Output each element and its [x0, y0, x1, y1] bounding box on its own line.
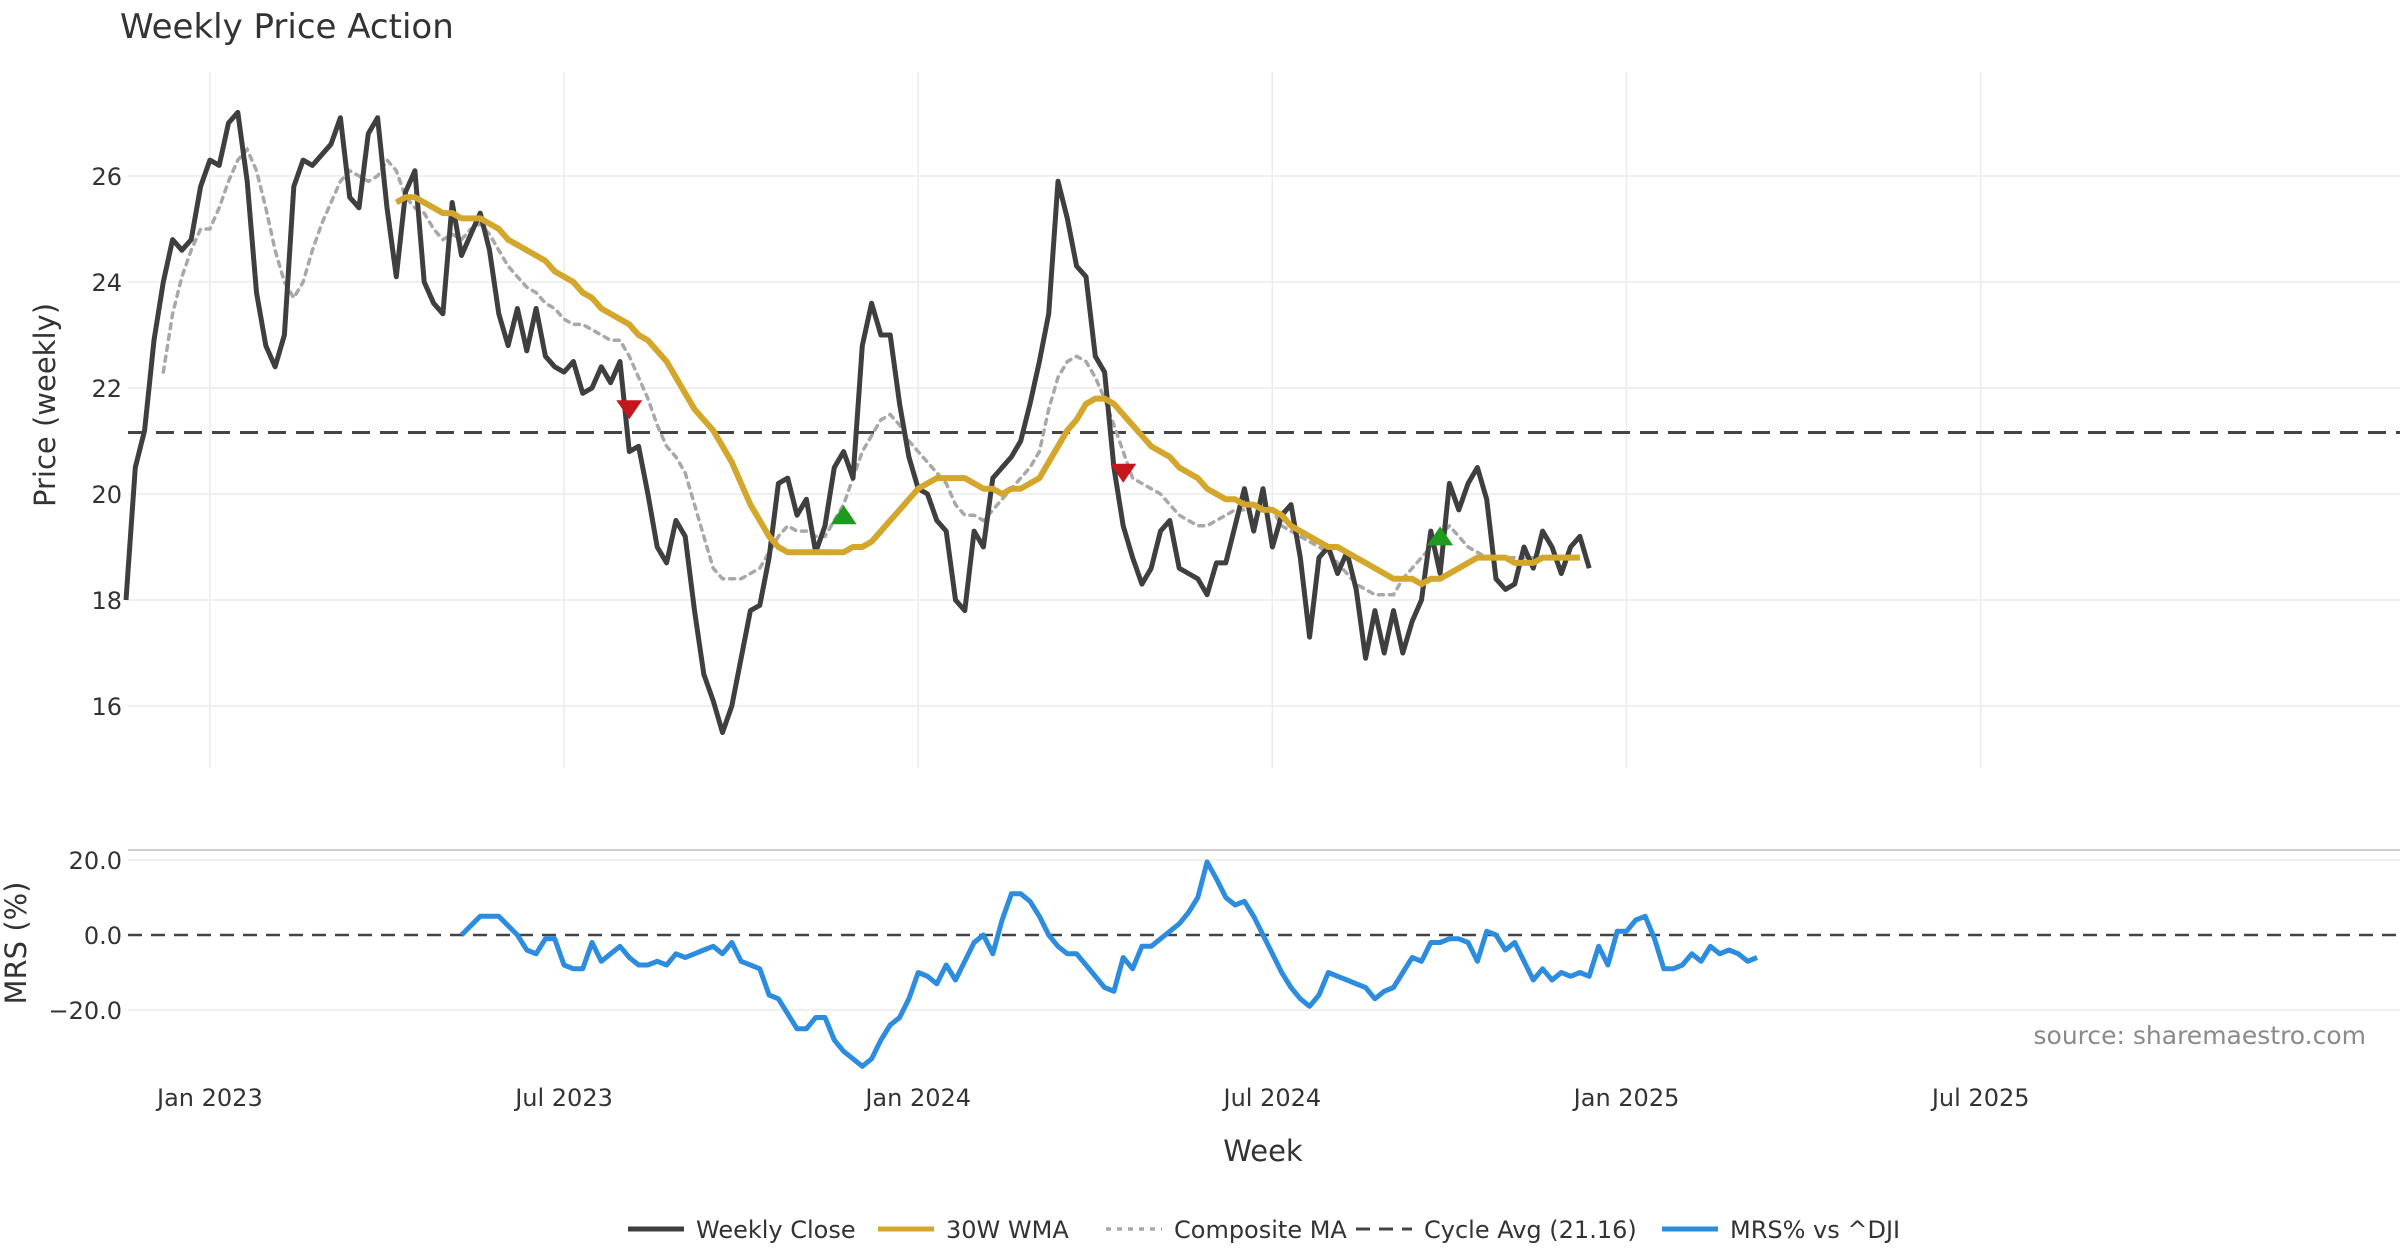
series-layer	[123, 109, 2400, 1069]
legend-label: 30W WMA	[946, 1216, 1069, 1244]
x-tick-label: Jul 2023	[513, 1084, 613, 1112]
wma-30w-line	[394, 194, 1580, 588]
sell-signal-marker	[616, 400, 643, 420]
x-tick-label: Jan 2025	[1572, 1084, 1680, 1112]
source-credit: source: sharemaestro.com	[2034, 1021, 2367, 1050]
price-gridlines	[128, 72, 2400, 768]
signal-markers	[616, 400, 1454, 546]
buy-signal-marker	[1427, 526, 1454, 546]
x-tick-label: Jan 2023	[155, 1084, 263, 1112]
chart-title: Weekly Price Action	[120, 7, 454, 47]
price-y-tick-label: 26	[91, 163, 122, 191]
legend-label: Weekly Close	[696, 1216, 856, 1244]
legend: Weekly Close 30W WMA Composite MA Cycle Avg…	[628, 1216, 1900, 1244]
mrs-y-axis-title: MRS (%)	[0, 882, 33, 1005]
mrs-line	[459, 859, 1758, 1069]
mrs-y-tick-label: 20.0	[69, 847, 122, 875]
mrs-y-tick-label: 0.0	[84, 922, 122, 950]
mrs-y-tick-label: −20.0	[48, 997, 122, 1025]
x-tick-label: Jul 2024	[1222, 1084, 1322, 1112]
price-y-tick-label: 18	[91, 587, 122, 615]
legend-label: Composite MA	[1174, 1216, 1347, 1244]
sell-signal-marker	[1110, 463, 1137, 483]
price-y-tick-label: 22	[91, 375, 122, 403]
weekly-close-line	[123, 109, 1592, 735]
x-axis-title: Week	[1223, 1134, 1303, 1168]
price-y-ticks: 16 18 20 22 24 26	[91, 163, 122, 721]
mrs-gridlines	[128, 859, 2400, 1011]
legend-label: MRS% vs ^DJI	[1730, 1216, 1900, 1244]
x-tick-label: Jul 2025	[1930, 1084, 2030, 1112]
x-tick-label: Jan 2024	[863, 1084, 971, 1112]
composite-ma-line	[161, 146, 1554, 597]
buy-signal-marker	[830, 505, 857, 525]
mrs-y-ticks: 20.0 0.0 −20.0	[48, 847, 122, 1025]
price-y-tick-label: 16	[91, 693, 122, 721]
price-y-tick-label: 24	[91, 269, 122, 297]
x-ticks: Jan 2023 Jul 2023 Jan 2024 Jul 2024 Jan 2025…	[155, 1084, 2029, 1112]
price-y-axis-title: Price (weekly)	[28, 303, 62, 507]
price-y-tick-label: 20	[91, 481, 122, 509]
legend-label: Cycle Avg (21.16)	[1424, 1216, 1637, 1244]
